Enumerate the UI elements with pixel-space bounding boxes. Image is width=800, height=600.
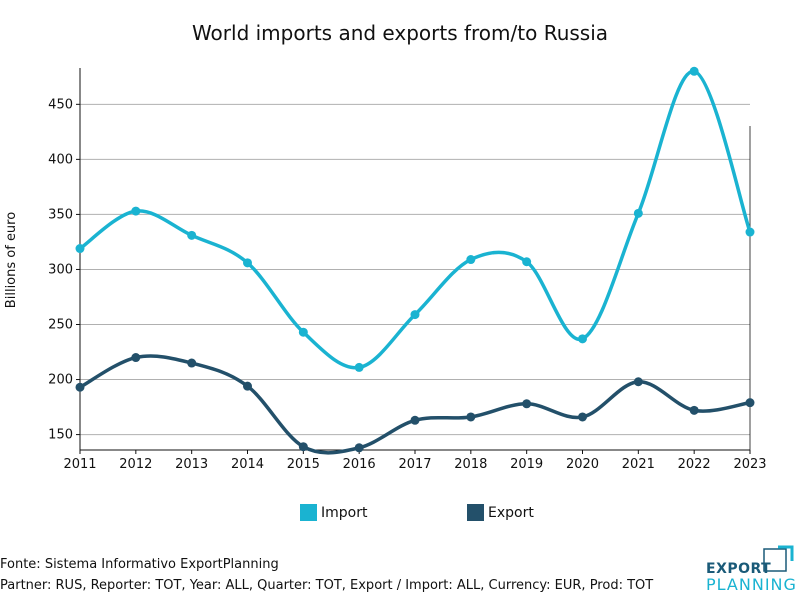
legend-swatch-export (467, 504, 484, 521)
data-point-import (633, 208, 643, 218)
x-tick-label: 2012 (119, 457, 152, 472)
data-point-export (745, 398, 755, 408)
data-point-import (689, 66, 699, 76)
x-tick-label: 2011 (63, 457, 96, 472)
data-point-import (522, 257, 532, 267)
data-point-import (243, 258, 252, 268)
logo-text-planning: PLANNING (706, 575, 797, 594)
y-axis-label: Billions of euro (4, 212, 19, 308)
x-tick-label: 2023 (733, 457, 766, 472)
data-point-import (745, 227, 755, 237)
data-point-import (187, 230, 197, 240)
y-tick-label: 300 (48, 262, 73, 277)
data-point-import (131, 206, 141, 216)
x-tick-label: 2015 (287, 457, 320, 472)
data-point-export (689, 405, 699, 415)
data-point-export (354, 443, 364, 453)
data-point-export (187, 358, 197, 368)
x-tick-label: 2019 (510, 457, 543, 472)
data-point-import (75, 244, 85, 254)
legend-swatch-import (300, 504, 317, 521)
y-tick-label: 450 (48, 97, 73, 112)
x-tick-label: 2017 (398, 457, 431, 472)
data-point-export (131, 353, 141, 363)
y-tick-label: 400 (48, 152, 73, 167)
chart-title: World imports and exports from/to Russia (192, 21, 608, 45)
x-tick-label: 2021 (622, 457, 655, 472)
data-point-import (466, 255, 476, 265)
data-point-import (410, 310, 420, 320)
logo-text-export: EXPORT (706, 561, 772, 577)
data-point-export (75, 382, 85, 392)
exportplanning-logo: EXPORT PLANNING (706, 545, 797, 594)
legend-item-import: Import (300, 504, 367, 521)
x-tick-label: 2018 (454, 457, 487, 472)
y-tick-label: 150 (48, 428, 73, 443)
x-tick-label: 2016 (343, 457, 376, 472)
data-point-import (578, 334, 587, 344)
parameters-note: Partner: RUS, Reporter: TOT, Year: ALL, … (0, 578, 654, 593)
source-note: Fonte: Sistema Informativo ExportPlannin… (0, 557, 279, 572)
y-tick-label: 350 (48, 207, 73, 222)
legend-label-import: Import (321, 504, 368, 521)
logo-mark-icon (763, 545, 794, 572)
data-point-export (466, 412, 476, 422)
y-tick-label: 200 (48, 373, 73, 388)
data-point-export (410, 415, 420, 425)
series-line-import (78, 69, 752, 370)
legend-label-export: Export (488, 504, 534, 521)
series-line-export (79, 354, 751, 455)
legend-item-export: Export (467, 504, 534, 521)
data-point-export (578, 412, 587, 422)
data-point-export (633, 377, 643, 387)
x-tick-label: 2020 (566, 457, 599, 472)
data-point-export (522, 399, 532, 409)
x-tick-label: 2022 (678, 457, 711, 472)
data-point-import (298, 327, 308, 337)
data-point-export (298, 442, 308, 452)
x-tick-label: 2013 (175, 457, 208, 472)
data-point-export (243, 381, 252, 391)
data-point-import (354, 362, 364, 372)
y-tick-label: 250 (48, 318, 73, 333)
x-tick-label: 2014 (231, 457, 264, 472)
